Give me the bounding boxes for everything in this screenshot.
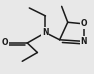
- Text: O: O: [2, 38, 8, 47]
- Text: O: O: [81, 19, 87, 28]
- Text: N: N: [42, 28, 49, 37]
- Text: N: N: [81, 37, 87, 46]
